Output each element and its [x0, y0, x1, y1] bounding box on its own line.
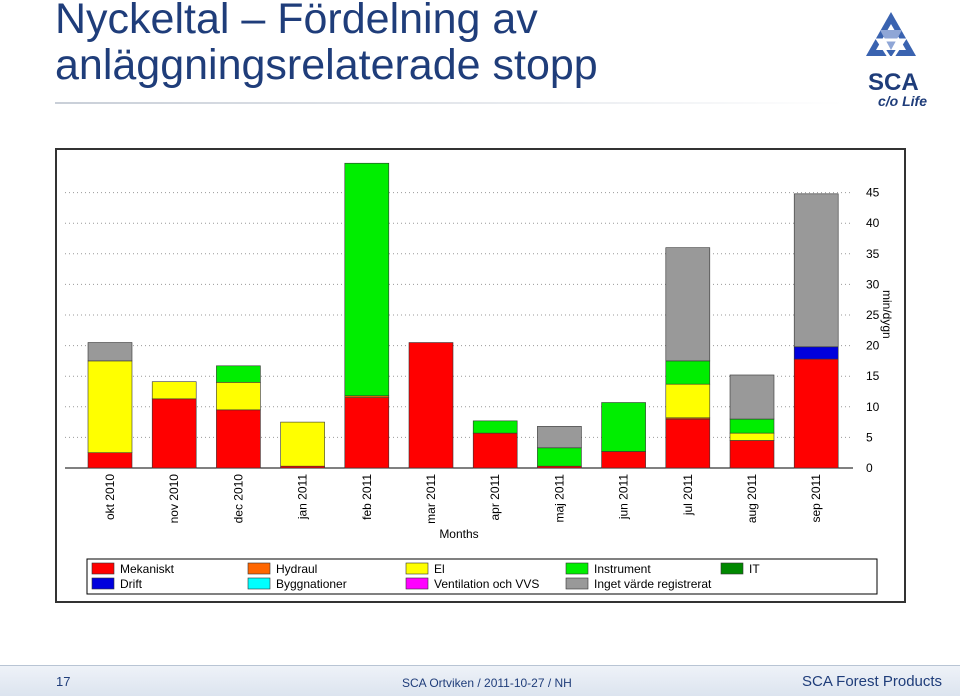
x-tick-label: maj 2011: [552, 474, 566, 523]
bar-segment: [665, 418, 711, 469]
y-tick-label: 5: [866, 430, 873, 444]
bar-segment: [280, 421, 325, 467]
bar-segment: [729, 440, 775, 469]
legend-box: [86, 558, 878, 595]
footer-divider: [0, 665, 960, 666]
sca-triangle-logo-icon: [866, 12, 916, 63]
legend-swatch: [405, 577, 429, 590]
legend-label: Byggnationer: [276, 577, 347, 591]
legend-label: El: [434, 562, 445, 576]
legend: Mekaniskt Hydraul El Instrument IT Drift Byggn…: [86, 558, 878, 595]
logo-text: SCA: [868, 69, 919, 96]
x-tick-label: jan 2011: [296, 474, 310, 520]
legend-label: IT: [749, 562, 760, 576]
x-tick-label: jun 2011: [617, 474, 631, 520]
slide-title: Nyckeltal – Fördelning av anläggningsrel…: [55, 0, 598, 88]
x-tick-label: mar 2011: [424, 474, 438, 524]
bar-segment: [472, 432, 518, 469]
bar-segment: [87, 360, 133, 453]
bar-segment: [665, 383, 711, 419]
legend-label: Drift: [120, 577, 143, 591]
footer-center-text: SCA Ortviken / 2011-10-27 / NH: [402, 676, 572, 690]
y-tick-label: 40: [866, 216, 880, 230]
stacked-bar-chart: 0 5 10 15 20 25 30 35 40 45 min/dygn okt 2010 nov 20…: [65, 162, 894, 595]
x-tick-label: okt 2010: [103, 474, 117, 520]
y-tick-label: 15: [866, 369, 880, 383]
bar-segment: [601, 451, 646, 469]
page-number: 17: [56, 674, 71, 689]
legend-swatch: [91, 577, 115, 590]
bar-segment: [408, 342, 454, 469]
bar-segment: [151, 398, 197, 469]
legend-swatch: [247, 562, 271, 575]
title-divider: [55, 102, 845, 104]
footer-band: [0, 666, 960, 696]
bar-segment: [793, 193, 839, 348]
bar-segment: [665, 360, 711, 385]
x-tick-label: dec 2010: [231, 474, 245, 524]
footer-company: SCA Forest Products: [802, 673, 943, 690]
legend-swatch: [565, 562, 589, 575]
bar-segment: [344, 397, 390, 469]
legend-label: Hydraul: [276, 562, 317, 576]
legend-label: Instrument: [594, 562, 651, 576]
chart-frame: 0 5 10 15 20 25 30 35 40 45 min/dygn okt 2010 nov 20…: [55, 148, 906, 603]
x-tick-label: jul 2011: [681, 474, 695, 516]
legend-swatch: [720, 562, 744, 575]
x-tick-label: feb 2011: [360, 474, 374, 520]
legend-swatch: [405, 562, 429, 575]
bar-segment: [729, 418, 775, 434]
bar-segment: [344, 162, 390, 397]
y-tick-label: 0: [866, 461, 873, 475]
y-tick-label: 25: [866, 308, 880, 322]
y-tick-label: 20: [866, 339, 880, 353]
bar-segment: [216, 409, 261, 469]
bar-segment: [793, 346, 839, 360]
bar-segment: [472, 420, 518, 434]
x-tick-label: aug 2011: [745, 474, 759, 523]
sca-logo: SCA c/o Life: [866, 12, 927, 109]
y-axis-label: min/dygn: [880, 290, 894, 339]
legend-label: Inget värde registrerat: [594, 577, 712, 591]
y-tick-label: 30: [866, 277, 880, 291]
bar-segment: [729, 374, 775, 420]
x-tick-label: sep 2011: [809, 474, 823, 523]
bar-segment: [537, 426, 582, 449]
bar-segment: [537, 447, 582, 467]
x-axis-label: Months: [439, 527, 478, 541]
slide-title-line1: Nyckeltal – Fördelning av: [55, 0, 538, 43]
x-tick-label: apr 2011: [488, 474, 502, 521]
bar-segment: [793, 358, 839, 469]
bar-segment: [729, 432, 775, 441]
bar-segment: [601, 402, 646, 452]
legend-swatch: [565, 577, 589, 590]
bar-segment: [151, 381, 197, 400]
bar-segment: [665, 247, 711, 362]
y-tick-label: 45: [866, 186, 880, 200]
bar-segment: [87, 342, 133, 362]
bar-segment: [216, 382, 261, 411]
y-tick-label: 35: [866, 247, 880, 261]
slide-title-line2: anläggningsrelaterade stopp: [55, 41, 598, 89]
x-tick-label: nov 2010: [167, 474, 181, 524]
legend-swatch: [91, 562, 115, 575]
legend-label: Mekaniskt: [120, 562, 175, 576]
bar-segment: [216, 365, 261, 383]
legend-swatch: [247, 577, 271, 590]
y-tick-label: 10: [866, 400, 880, 414]
bar-segment: [87, 452, 133, 469]
logo-tagline: c/o Life: [878, 93, 927, 109]
legend-label: Ventilation och VVS: [434, 577, 539, 591]
